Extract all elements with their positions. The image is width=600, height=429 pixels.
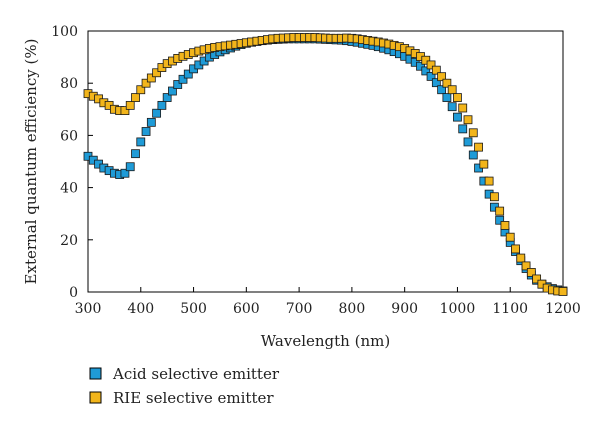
- data-point: [131, 93, 140, 102]
- data-point: [558, 287, 568, 296]
- data-point: [500, 221, 510, 230]
- data-point: [152, 108, 162, 118]
- data-point: [505, 232, 515, 242]
- data-point: [168, 86, 177, 96]
- x-axis-title: Wavelength (nm): [261, 332, 390, 350]
- data-point: [489, 192, 499, 202]
- x-tick-label: 1100: [492, 301, 528, 317]
- data-point: [178, 74, 188, 84]
- data-point: [431, 78, 441, 88]
- data-point: [495, 215, 505, 225]
- x-tick-label: 800: [339, 301, 366, 317]
- x-tick-label: 500: [180, 301, 207, 317]
- x-tick-label: 900: [391, 301, 418, 317]
- y-axis: 0 20 40 60 80 100: [51, 24, 93, 301]
- data-point: [453, 93, 462, 102]
- data-point: [125, 162, 135, 172]
- data-point: [431, 65, 441, 75]
- y-tick-label: 100: [51, 24, 78, 40]
- legend: Acid selective emitter RIE selective emi…: [89, 365, 280, 407]
- data-point: [463, 115, 473, 125]
- data-point: [468, 150, 478, 160]
- data-point: [453, 112, 462, 122]
- data-point: [426, 60, 436, 70]
- data-point: [437, 85, 447, 95]
- data-point: [152, 68, 162, 78]
- data-point: [437, 72, 447, 82]
- legend-swatch-acid: [89, 367, 102, 380]
- data-point: [125, 100, 135, 110]
- data-point: [416, 61, 425, 71]
- data-point: [479, 159, 489, 169]
- plot-area-frame: [87, 30, 564, 293]
- data-point: [120, 106, 130, 116]
- x-tick-label: 1200: [545, 301, 581, 317]
- data-point: [136, 137, 146, 147]
- y-tick-label: 60: [60, 128, 78, 144]
- data-series: [83, 33, 568, 296]
- y-tick-label: 0: [69, 285, 78, 301]
- data-point: [511, 244, 520, 254]
- data-point: [442, 93, 452, 102]
- legend-label-acid: Acid selective emitter: [112, 365, 280, 383]
- x-tick-label: 1000: [440, 301, 476, 317]
- data-point: [468, 128, 478, 138]
- data-point: [447, 102, 457, 112]
- x-tick-label: 300: [75, 301, 102, 317]
- data-point: [463, 137, 473, 147]
- data-point: [442, 78, 452, 88]
- data-point: [146, 73, 156, 83]
- data-point: [421, 55, 431, 65]
- data-point: [141, 78, 151, 88]
- data-point: [532, 274, 542, 284]
- data-point: [136, 85, 146, 95]
- data-point: [131, 149, 140, 159]
- data-point: [516, 253, 526, 263]
- data-point: [495, 206, 505, 216]
- data-point: [141, 127, 151, 136]
- data-point: [447, 85, 457, 95]
- data-point: [458, 124, 468, 134]
- y-tick-label: 40: [60, 181, 78, 197]
- x-tick-label: 600: [233, 301, 260, 317]
- legend-swatch-rie: [89, 391, 102, 404]
- data-point: [146, 117, 156, 127]
- data-point: [521, 261, 531, 271]
- data-point: [421, 66, 431, 76]
- data-point: [162, 93, 172, 102]
- data-point: [157, 100, 167, 110]
- data-point: [458, 103, 468, 113]
- x-axis: 300 400 500 600 700 800 900 1000 1100 1200: [75, 287, 581, 317]
- y-axis-title: External quantum efficiency (%): [22, 39, 40, 285]
- x-tick-label: 400: [127, 301, 154, 317]
- x-tick-label: 700: [286, 301, 313, 317]
- data-point: [526, 268, 536, 277]
- series-rie: [83, 33, 568, 296]
- data-point: [183, 69, 193, 79]
- y-tick-label: 20: [60, 233, 78, 249]
- data-point: [173, 80, 183, 89]
- data-point: [484, 176, 494, 186]
- data-point: [474, 142, 483, 152]
- legend-label-rie: RIE selective emitter: [113, 389, 274, 407]
- data-point: [426, 72, 436, 81]
- data-point: [120, 168, 130, 178]
- y-tick-label: 80: [60, 76, 78, 92]
